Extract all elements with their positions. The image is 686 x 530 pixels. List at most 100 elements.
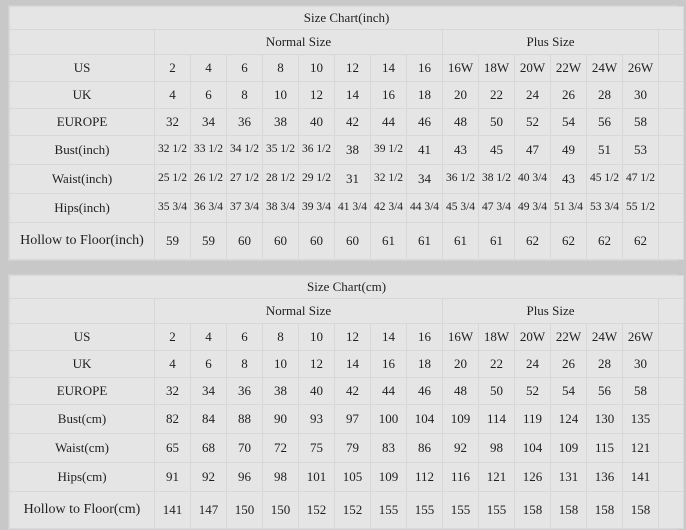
- cell-value: 155: [406, 491, 443, 529]
- cell-value: 83: [370, 433, 407, 463]
- cell-value: 39 3/4: [298, 193, 335, 223]
- size-table-cm: Size Chart(cm) Normal Size Plus Size US 2 4 6 8…: [8, 275, 685, 529]
- row-tail: [657, 350, 685, 378]
- table-row: EUROPE 32 34 36 38 40 42 44 46 48 50 52 54 56 58: [9, 108, 685, 136]
- cell-value: 39 1/2: [370, 135, 407, 165]
- cell-value: 10: [298, 323, 335, 351]
- cell-value: 16: [406, 54, 443, 82]
- group-header-tail: [657, 298, 685, 324]
- cell-value: 150: [262, 491, 299, 529]
- cell-value: 27 1/2: [226, 164, 263, 194]
- cell-value: 152: [298, 491, 335, 529]
- cell-value: 22W: [550, 323, 587, 351]
- cell-value: 152: [334, 491, 371, 529]
- cell-value: 8: [262, 323, 299, 351]
- cell-value: 93: [298, 404, 335, 434]
- cell-value: 16W: [442, 323, 479, 351]
- cell-value: 60: [262, 222, 299, 260]
- cell-value: 84: [190, 404, 227, 434]
- cell-value: 10: [262, 81, 299, 109]
- row-label-waist-cm: Waist(cm): [9, 433, 155, 463]
- cell-value: 155: [478, 491, 515, 529]
- cell-value: 48: [442, 377, 479, 405]
- cell-value: 53 3/4: [586, 193, 623, 223]
- table-row: UK 4 6 8 10 12 14 16 18 20 22 24 26 28 30: [9, 81, 685, 109]
- cell-value: 18: [406, 350, 443, 378]
- cell-value: 40: [298, 108, 335, 136]
- cell-value: 16: [406, 323, 443, 351]
- table-row: Waist(inch) 25 1/2 26 1/2 27 1/2 28 1/2 29 1/…: [9, 164, 685, 194]
- cell-value: 158: [586, 491, 623, 529]
- table-row: UK 4 6 8 10 12 14 16 18 20 22 24 26 28 30: [9, 350, 685, 378]
- cell-value: 43: [442, 135, 479, 165]
- cell-value: 6: [226, 54, 263, 82]
- group-header-normal-size: Normal Size: [154, 29, 443, 55]
- group-header-tail: [657, 29, 685, 55]
- cell-value: 52: [514, 108, 551, 136]
- cell-value: 72: [262, 433, 299, 463]
- cell-value: 96: [226, 462, 263, 492]
- cell-value: 20W: [514, 54, 551, 82]
- cell-value: 38 1/2: [478, 164, 515, 194]
- cell-value: 12: [298, 81, 335, 109]
- size-chart-cm: Size Chart(cm) Normal Size Plus Size US 2 4 6 8…: [8, 274, 685, 530]
- row-label-bust-inch: Bust(inch): [9, 135, 155, 165]
- cell-value: 4: [190, 54, 227, 82]
- table-row: US 2 4 6 8 10 12 14 16 16W 18W 20W 22W 24W 26W: [9, 54, 685, 82]
- size-table-cm-body: Size Chart(cm) Normal Size Plus Size US 2 4 6 8…: [8, 275, 685, 529]
- cell-value: 119: [514, 404, 551, 434]
- cell-value: 112: [406, 462, 443, 492]
- cell-value: 61: [406, 222, 443, 260]
- cell-value: 26: [550, 350, 587, 378]
- cell-value: 30: [622, 350, 659, 378]
- row-tail: [657, 222, 685, 260]
- cell-value: 14: [334, 81, 371, 109]
- cell-value: 131: [550, 462, 587, 492]
- table-row: Hips(cm) 91 92 96 98 101 105 109 112 116 121 126 131…: [9, 462, 685, 492]
- cell-value: 47: [514, 135, 551, 165]
- cell-value: 24: [514, 81, 551, 109]
- title-row: Size Chart(inch): [8, 6, 685, 30]
- cell-value: 31: [334, 164, 371, 194]
- cell-value: 32 1/2: [154, 135, 191, 165]
- cell-value: 12: [334, 323, 371, 351]
- cell-value: 158: [550, 491, 587, 529]
- chart-title: Size Chart(inch): [8, 6, 685, 30]
- cell-value: 150: [226, 491, 263, 529]
- cell-value: 34 1/2: [226, 135, 263, 165]
- cell-value: 105: [334, 462, 371, 492]
- cell-value: 22W: [550, 54, 587, 82]
- cell-value: 4: [190, 323, 227, 351]
- cell-value: 28: [586, 81, 623, 109]
- cell-value: 46: [406, 108, 443, 136]
- cell-value: 16: [370, 350, 407, 378]
- size-table-inch: Size Chart(inch) Normal Size Plus Size US 2 4…: [8, 6, 685, 260]
- cell-value: 42 3/4: [370, 193, 407, 223]
- cell-value: 90: [262, 404, 299, 434]
- cell-value: 86: [406, 433, 443, 463]
- cell-value: 62: [586, 222, 623, 260]
- cell-value: 46: [406, 377, 443, 405]
- cell-value: 32: [154, 108, 191, 136]
- cell-value: 62: [550, 222, 587, 260]
- cell-value: 88: [226, 404, 263, 434]
- row-label-hips-inch: Hips(inch): [9, 193, 155, 223]
- cell-value: 56: [586, 108, 623, 136]
- table-row: Bust(inch) 32 1/2 33 1/2 34 1/2 35 1/2 36 1/2…: [9, 135, 685, 165]
- cell-value: 42: [334, 108, 371, 136]
- cell-value: 18: [406, 81, 443, 109]
- group-header-spacer: [9, 29, 155, 55]
- group-header-plus-size: Plus Size: [442, 298, 659, 324]
- cell-value: 36 3/4: [190, 193, 227, 223]
- cell-value: 28 1/2: [262, 164, 299, 194]
- cell-value: 47 3/4: [478, 193, 515, 223]
- cell-value: 65: [154, 433, 191, 463]
- table-row: Hips(inch) 35 3/4 36 3/4 37 3/4 38 3/4 39 3/4…: [9, 193, 685, 223]
- group-header-row: Normal Size Plus Size: [9, 29, 685, 55]
- cell-value: 92: [442, 433, 479, 463]
- cell-value: 114: [478, 404, 515, 434]
- row-label-us: US: [9, 323, 155, 351]
- table-row: Bust(cm) 82 84 88 90 93 97 100 104 109 114 119 124 13…: [9, 404, 685, 434]
- cell-value: 47 1/2: [622, 164, 659, 194]
